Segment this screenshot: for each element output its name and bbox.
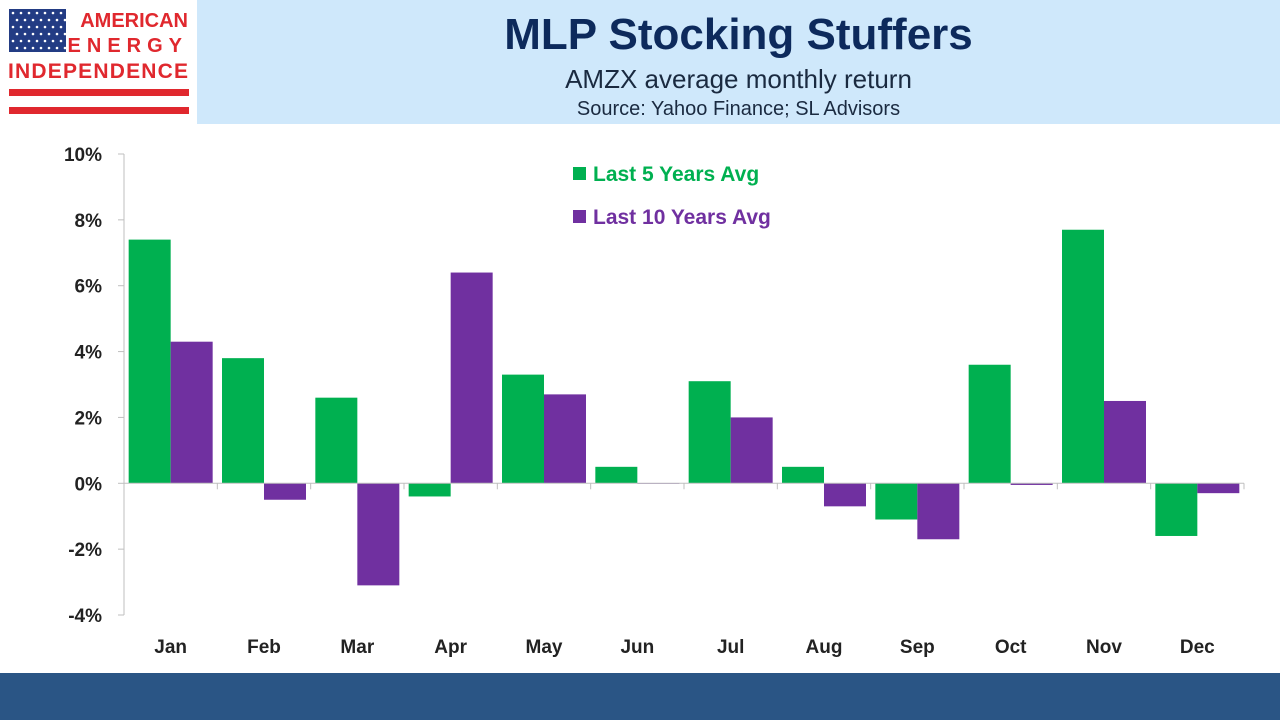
header: MLP Stocking Stuffers AMZX average month… (197, 0, 1280, 124)
bar-10yr-jan (170, 341, 213, 484)
bar-5yr-apr (408, 483, 451, 497)
bar-5yr-nov (1062, 229, 1104, 484)
bar-10yr-oct (1010, 483, 1053, 485)
american-energy-independence-logo: AMERICAN ENERGY INDEPENDENCE (8, 9, 189, 114)
legend: Last 5 Years Avg Last 10 Years Avg (573, 163, 771, 229)
y-tick-label: 6% (75, 277, 103, 298)
x-tick-label-feb: Feb (247, 637, 281, 658)
y-tick-label: 2% (75, 408, 103, 429)
chart-subtitle: AMZX average monthly return (565, 64, 912, 94)
x-tick-label-dec: Dec (1180, 637, 1215, 658)
logo-line1: AMERICAN (80, 10, 188, 32)
bar-5yr-mar (315, 397, 358, 484)
x-tick-label-jun: Jun (620, 637, 654, 658)
bar-5yr-jan (128, 239, 171, 484)
bar-5yr-jul (688, 381, 731, 484)
bar-10yr-may (544, 394, 586, 484)
logo: AMERICAN ENERGY INDEPENDENCE (0, 0, 197, 124)
y-tick-label: 0% (75, 474, 103, 495)
bar-10yr-feb (264, 483, 306, 500)
x-tick-label-mar: Mar (340, 637, 374, 658)
x-tick-label-apr: Apr (434, 637, 467, 658)
y-tick-label: 10% (64, 145, 102, 166)
bar-10yr-dec (1197, 483, 1240, 494)
page-title: MLP Stocking Stuffers (504, 10, 973, 59)
bar-5yr-dec (1155, 483, 1198, 536)
bar-10yr-apr (450, 272, 493, 484)
bar-10yr-sep (917, 483, 960, 540)
bar-chart: -4% -2% 0% 2% 4% 6% 8% 10% Jan Feb Mar Apr May Jun Jul… (64, 145, 1245, 658)
x-tick-label-sep: Sep (900, 637, 935, 658)
logo-line2: ENERGY (68, 35, 188, 57)
bar-5yr-oct (968, 364, 1011, 484)
y-tick-label: 4% (75, 343, 103, 364)
bar-10yr-nov (1104, 400, 1146, 484)
x-tick-label-may: May (526, 637, 563, 658)
y-tick-label: -4% (68, 606, 102, 627)
footer-bar (0, 673, 1280, 720)
bar-5yr-jun (595, 466, 638, 484)
legend-label: Last 5 Years Avg (593, 163, 759, 186)
x-tick-label-jan: Jan (154, 637, 187, 658)
x-tick-label-nov: Nov (1086, 637, 1122, 658)
x-tick-label-aug: Aug (806, 637, 843, 658)
legend-swatch (573, 167, 586, 180)
legend-swatch (573, 210, 586, 223)
bar-10yr-jul (730, 417, 773, 484)
bar-5yr-aug (782, 466, 824, 484)
bar-5yr-sep (875, 483, 918, 520)
y-tick-label: 8% (75, 211, 103, 232)
x-tick-label-oct: Oct (995, 637, 1027, 658)
bar-10yr-aug (824, 483, 866, 507)
bar-5yr-feb (222, 358, 264, 484)
y-tick-label: -2% (68, 540, 102, 561)
source-note: Source: Yahoo Finance; SL Advisors (576, 98, 901, 120)
bar-5yr-may (502, 374, 544, 484)
logo-line3: INDEPENDENCE (8, 60, 188, 83)
bar-10yr-mar (357, 483, 400, 586)
x-tick-label-jul: Jul (717, 637, 744, 658)
legend-label: Last 10 Years Avg (593, 206, 771, 229)
